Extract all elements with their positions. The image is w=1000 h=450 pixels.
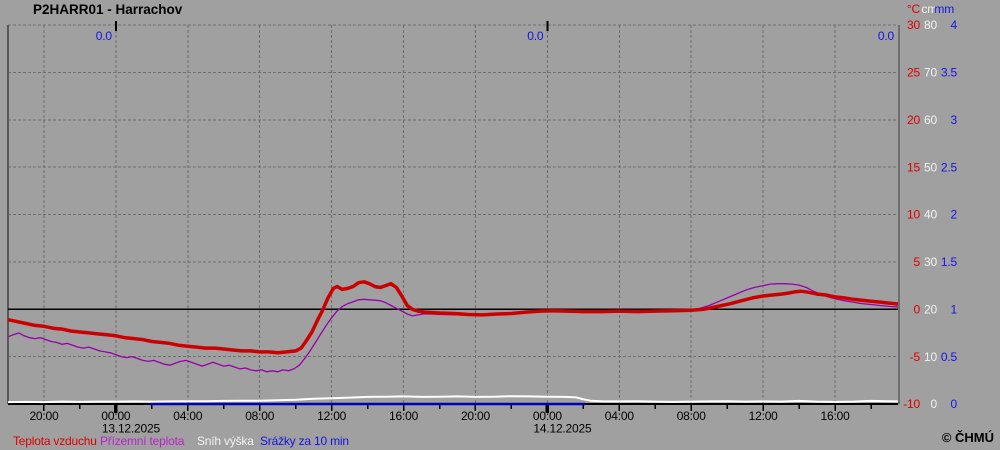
y-axis-value-temp: -5 <box>910 350 921 364</box>
date-label: 14.12.2025 <box>533 422 592 436</box>
y-axis-value-snow: 0 <box>931 397 938 411</box>
y-axis-value-snow: 60 <box>924 113 937 127</box>
precip-total-label: 0.0 <box>96 29 113 43</box>
series-air-temperature <box>7 280 899 355</box>
precip-total-label: 0.0 <box>527 29 544 43</box>
y-axis-value-precip: 0 <box>951 397 958 411</box>
y-axis-value-precip: 3 <box>951 113 958 127</box>
y-axis-value-snow: 10 <box>924 350 937 364</box>
y-axis-unit-temp: °C <box>907 2 921 16</box>
x-tick-label: 08:00 <box>245 409 275 423</box>
series-ground-temperature <box>7 283 899 373</box>
x-tick-label: 16:00 <box>821 409 851 423</box>
x-tick-label: 00:00 <box>533 409 563 423</box>
precip-total-label: 0.0 <box>878 29 895 43</box>
y-axis-value-snow: 50 <box>924 160 937 174</box>
x-tick-label: 12:00 <box>317 409 347 423</box>
y-axis-value-temp: 15 <box>907 160 920 174</box>
legend-item-2: Přízemní teplota <box>100 434 185 448</box>
y-axis-value-snow: 80 <box>924 18 937 32</box>
y-axis-value-snow: 40 <box>924 208 937 222</box>
y-axis-value-temp: 30 <box>907 18 920 32</box>
y-axis-value-temp: 5 <box>914 255 921 269</box>
y-axis-value-snow: 30 <box>924 255 937 269</box>
x-tick-label: 16:00 <box>389 409 419 423</box>
legend-item-1: Teplota vzduchu <box>13 434 97 448</box>
legend-item-3: Sníh výška <box>197 434 254 448</box>
x-tick-label: 20:00 <box>29 409 59 423</box>
series-snow-height <box>7 395 899 404</box>
x-tick-label: 08:00 <box>677 409 707 423</box>
x-tick-label: 04:00 <box>173 409 203 423</box>
chart-legend: Teplota vzduchu Přízemní teplota Sníh výšk… <box>0 434 1000 450</box>
x-tick-label: 00:00 <box>101 409 131 423</box>
y-axis-value-precip: 4 <box>951 18 958 32</box>
y-axis-value-precip: 1 <box>951 302 958 316</box>
y-axis-value-snow: 70 <box>924 66 937 80</box>
y-axis-value-temp: 20 <box>907 113 920 127</box>
x-tick-label: 04:00 <box>605 409 635 423</box>
copyright-label: © ČHMÚ <box>941 430 994 445</box>
y-axis-value-precip: 3.5 <box>941 66 958 80</box>
x-tick-label: 12:00 <box>749 409 779 423</box>
date-label: 13.12.2025 <box>102 422 161 436</box>
y-axis-value-temp: -10 <box>903 397 920 411</box>
x-tick-label: 20:00 <box>461 409 491 423</box>
y-axis-value-temp: 0 <box>914 302 921 316</box>
y-axis-value-temp: 10 <box>907 208 920 222</box>
y-axis-unit-precip: mm <box>934 2 954 16</box>
y-axis-value-snow: 20 <box>924 302 937 316</box>
y-axis-unit-snow: cm <box>921 2 937 16</box>
y-axis-value-precip: 2 <box>951 208 958 222</box>
page-title: P2HARR01 - Harrachov <box>33 2 183 17</box>
y-axis-value-precip: 0.5 <box>941 350 958 364</box>
y-axis-value-temp: 25 <box>907 66 920 80</box>
y-axis-value-precip: 2.5 <box>941 160 958 174</box>
y-axis-value-precip: 1.5 <box>941 255 958 269</box>
legend-item-4: Srážky za 10 min <box>260 434 349 448</box>
